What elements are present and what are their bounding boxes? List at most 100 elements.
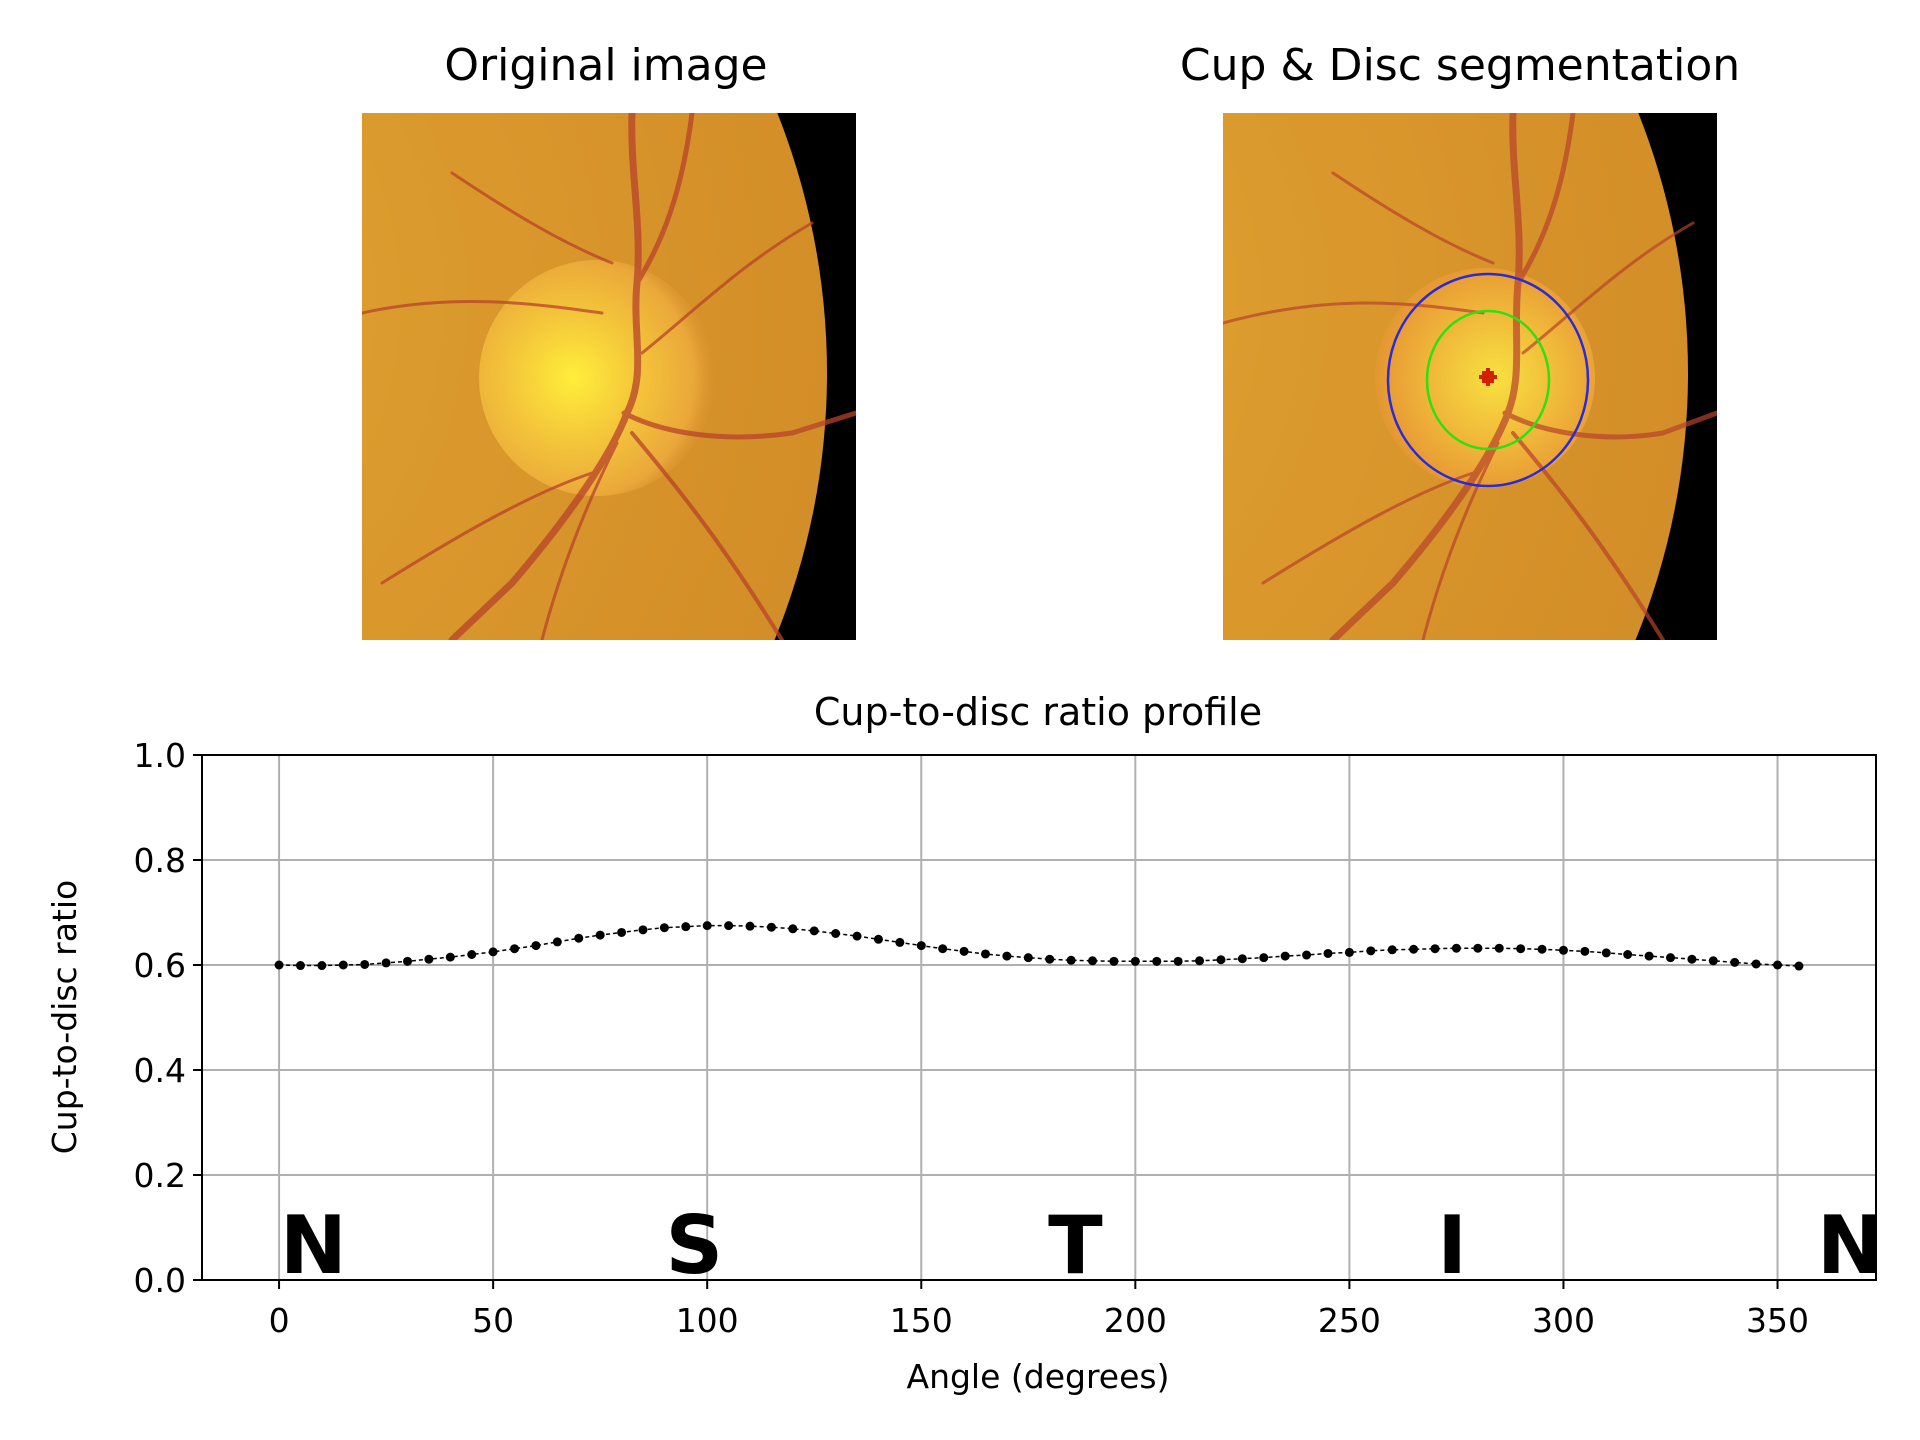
x-tick-label: 200 [1104,1301,1167,1340]
data-point [403,957,412,966]
data-point [638,925,647,934]
x-tick-label: 0 [269,1301,290,1340]
data-point [853,932,862,941]
data-point [510,944,519,953]
data-point [424,955,433,964]
data-point [1409,945,1418,954]
data-point [596,931,605,940]
data-point [981,949,990,958]
plot-frame [202,755,1876,1280]
data-point [1067,956,1076,965]
segmentation-fundus-image [1223,113,1717,640]
original-image-title: Original image [361,40,851,91]
x-tick-label: 50 [472,1301,514,1340]
data-point [275,961,284,970]
y-axis: 0.0 0.2 0.4 0.6 0.8 1.0 [134,736,202,1300]
data-point [1495,944,1504,953]
data-point [1259,953,1268,962]
y-tick-label: 0.2 [134,1156,186,1195]
sector-label: T [1048,1199,1103,1292]
data-point [467,950,476,959]
data-point [681,922,690,931]
data-point [1002,952,1011,961]
data-point [874,935,883,944]
data-point [574,934,583,943]
data-point [1602,948,1611,957]
y-tick-label: 0.4 [134,1051,186,1090]
data-point [1538,945,1547,954]
data-point [1559,946,1568,955]
data-point [1109,957,1118,966]
sector-label: N [1817,1199,1884,1292]
cdr-profile-chart: Cup-to-disc ratio profile N S T I N 0 50 100 15… [0,680,1920,1420]
data-point [1623,950,1632,959]
data-point [788,924,797,933]
data-point [1516,944,1525,953]
y-tick-label: 0.8 [134,841,186,880]
x-axis: 0 50 100 150 200 250 300 350 [269,1280,1809,1340]
x-tick-label: 100 [676,1301,739,1340]
data-point [1431,944,1440,953]
data-point [938,944,947,953]
data-point [1730,958,1739,967]
x-tick-label: 150 [890,1301,953,1340]
data-point [1388,945,1397,954]
sector-label: S [666,1199,724,1292]
y-axis-label: Cup-to-disc ratio [45,880,84,1155]
data-point [703,921,712,930]
data-point [382,958,391,967]
series-line [279,926,1799,967]
y-tick-label: 1.0 [134,736,186,775]
data-point [1045,955,1054,964]
data-point [296,961,305,970]
data-point [1195,956,1204,965]
data-point [339,961,348,970]
data-point [553,937,562,946]
data-point [746,922,755,931]
y-tick-label: 0.6 [134,946,186,985]
data-point [489,947,498,956]
x-tick-label: 300 [1532,1301,1595,1340]
data-point [1473,944,1482,953]
grid [202,755,1876,1280]
chart-title: Cup-to-disc ratio profile [814,690,1262,734]
data-point [1216,955,1225,964]
data-point [1645,952,1654,961]
data-point [660,923,669,932]
x-tick-label: 250 [1318,1301,1381,1340]
data-point [1452,944,1461,953]
sector-label: I [1437,1199,1467,1292]
data-point [1174,957,1183,966]
data-point [1794,962,1803,971]
x-tick-label: 350 [1746,1301,1809,1340]
data-point [446,953,455,962]
data-point [831,929,840,938]
series-points [275,921,1804,970]
data-point [1281,952,1290,961]
sector-label: N [280,1199,347,1292]
data-point [1366,946,1375,955]
cdr-line [279,926,1799,967]
original-fundus-image [362,113,856,640]
data-point [917,941,926,950]
data-point [1024,953,1033,962]
data-point [1709,956,1718,965]
data-point [1088,956,1097,965]
data-point [1152,957,1161,966]
data-point [1752,959,1761,968]
data-point [531,941,540,950]
data-point [1773,961,1782,970]
data-point [1666,953,1675,962]
data-point [617,928,626,937]
data-point [1323,949,1332,958]
x-axis-label: Angle (degrees) [907,1357,1170,1396]
data-point [1131,957,1140,966]
data-point [1580,947,1589,956]
data-point [810,926,819,935]
y-tick-label: 0.0 [134,1261,186,1300]
data-point [1238,954,1247,963]
data-point [317,961,326,970]
data-point [1302,951,1311,960]
data-point [895,938,904,947]
